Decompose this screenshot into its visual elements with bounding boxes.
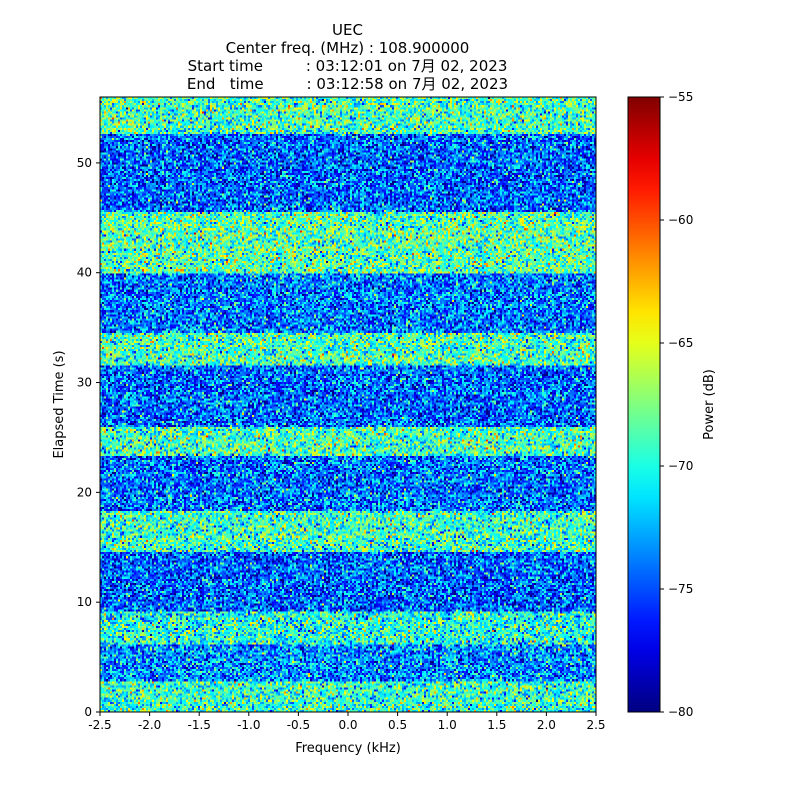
y-tick-label: 20 <box>77 485 92 499</box>
colorbar-frame <box>627 96 661 713</box>
x-tick-label: 0.0 <box>338 718 357 732</box>
colorbar-tick-label: −55 <box>668 90 693 104</box>
x-tick-label: 1.0 <box>438 718 457 732</box>
colorbar-gradient <box>628 97 660 712</box>
x-tick-label: 2.5 <box>586 718 605 732</box>
x-tick-label: 2.0 <box>537 718 556 732</box>
title-line-3: Start time : 03:12:01 on 7月 02, 2023 <box>187 57 508 75</box>
colorbar-axis: −55 −60 −65 −70 −75 −80 <box>660 90 693 719</box>
y-tick-label: 40 <box>77 266 92 280</box>
y-tick-label: 50 <box>77 156 92 170</box>
y-axis-label: Elapsed Time (s) <box>52 350 67 458</box>
title-line-1: UEC <box>332 21 363 39</box>
colorbar-tick-label: −80 <box>668 705 693 719</box>
x-axis: -2.5 -2.0 -1.5 -1.0 -0.5 0.0 0.5 1.0 1.5 2.0 2.5 <box>88 712 606 732</box>
x-tick-label: -2.5 <box>88 718 111 732</box>
y-tick-label: 30 <box>77 376 92 390</box>
x-tick-label: 0.5 <box>388 718 407 732</box>
x-tick-label: -0.5 <box>287 718 310 732</box>
title-line-2: Center freq. (MHz) : 108.900000 <box>225 39 470 57</box>
title-line-4: End time : 03:12:58 on 7月 02, 2023 <box>186 75 509 93</box>
colorbar-tick-label: −70 <box>668 459 693 473</box>
x-tick-label: -1.0 <box>237 718 260 732</box>
colorbar-label: Power (dB) <box>702 369 717 440</box>
x-tick-label: -2.0 <box>138 718 161 732</box>
colorbar-tick-label: −75 <box>668 582 693 596</box>
y-axis: 0 10 20 30 40 50 <box>77 156 100 719</box>
y-tick-label: 0 <box>84 705 92 719</box>
x-tick-label: 1.5 <box>487 718 506 732</box>
y-tick-label: 10 <box>77 595 92 609</box>
x-axis-label: Frequency (kHz) <box>295 741 401 756</box>
spectrogram-heatmap <box>100 97 596 712</box>
colorbar-tick-label: −65 <box>668 336 693 350</box>
x-tick-label: -1.5 <box>187 718 210 732</box>
colorbar-tick-label: −60 <box>668 213 693 227</box>
